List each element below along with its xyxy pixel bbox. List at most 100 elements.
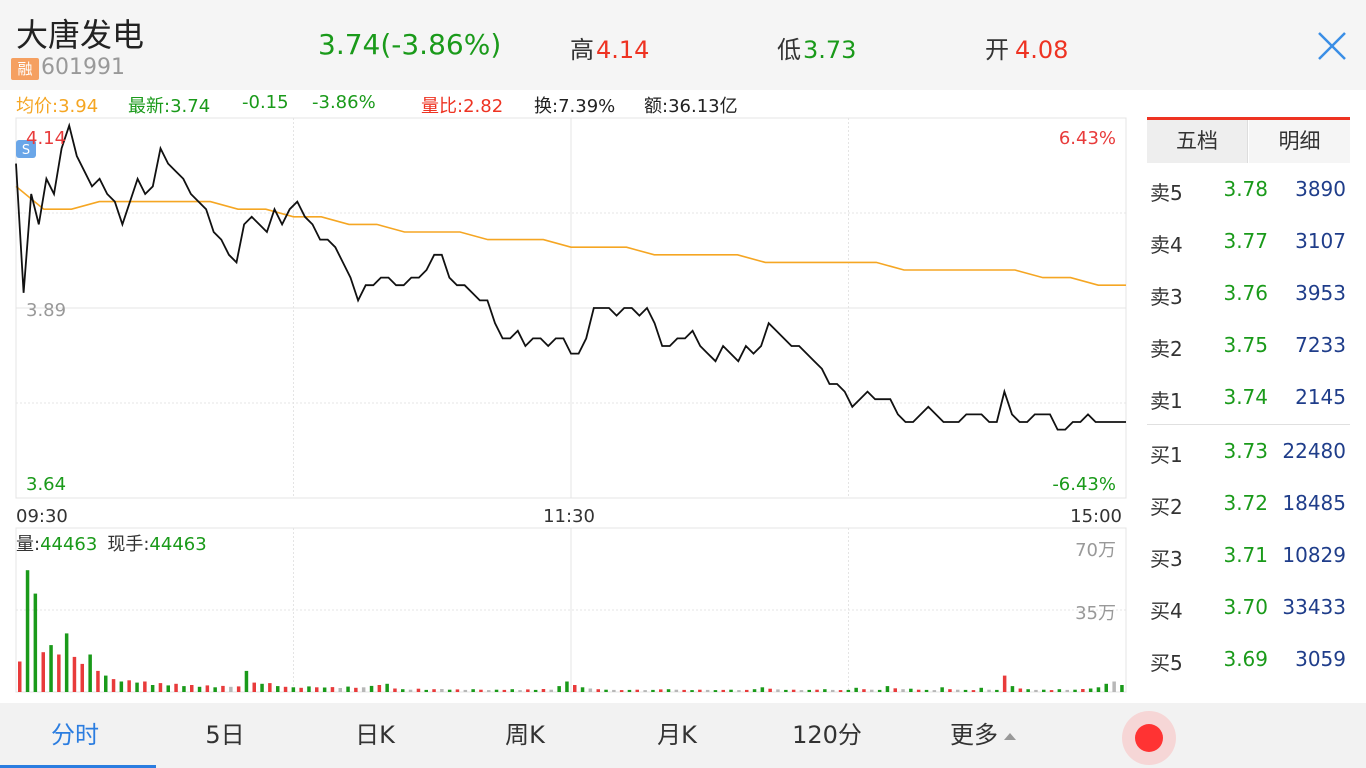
volume-bar: [698, 689, 702, 692]
bid-label: 买1: [1150, 443, 1183, 467]
volume-bar: [1057, 689, 1062, 692]
volume-bar: [1002, 675, 1007, 692]
tab-trade-details[interactable]: 明细: [1249, 120, 1350, 163]
volume-bar: [987, 689, 991, 692]
turnover-value: 7.39%: [558, 96, 616, 117]
volume-bar: [831, 689, 835, 692]
low-value: 3.73: [803, 36, 857, 64]
ask-label: 卖3: [1150, 285, 1183, 309]
volume-bar: [596, 689, 600, 692]
ask-price: 3.77: [1223, 229, 1268, 253]
volume-bar: [479, 689, 483, 692]
trade-amount: 额:36.13亿: [644, 92, 738, 118]
volume-bar: [119, 681, 124, 692]
price-value: 3.74: [318, 28, 381, 61]
volume-bar: [197, 686, 202, 692]
tab-intraday[interactable]: 分时: [51, 721, 99, 749]
high-label: 高: [570, 36, 594, 64]
bid-label: 买2: [1150, 495, 1183, 519]
volume-bar: [940, 687, 944, 692]
volume-bar: [721, 689, 725, 692]
volume-bar: [346, 686, 350, 692]
bid-row-2[interactable]: 买2 3.72 18485: [1150, 491, 1350, 527]
price-low-label: 3.64: [26, 474, 66, 495]
volume-bar: [956, 689, 960, 692]
volume-bar: [659, 689, 663, 692]
volume-bar: [1088, 688, 1093, 692]
volume-bar: [150, 685, 155, 692]
ask-row-5[interactable]: 卖5 3.78 3890: [1150, 177, 1350, 213]
volume-bar: [33, 593, 38, 692]
volume-bar: [440, 689, 444, 692]
tab-five-levels[interactable]: 五档: [1147, 120, 1248, 163]
volume-bar: [1034, 689, 1038, 692]
ask-label: 卖5: [1150, 181, 1183, 205]
volume-bar: [791, 689, 796, 692]
volume-bar: [307, 686, 311, 692]
ask-row-2[interactable]: 卖2 3.75 7233: [1150, 333, 1350, 369]
volume-bar: [487, 690, 491, 692]
tab-five-day[interactable]: 5日: [205, 721, 245, 749]
volume-bar: [541, 689, 546, 692]
volume-bar: [244, 670, 249, 692]
volume-bar: [41, 652, 45, 692]
volume-bar: [838, 690, 843, 692]
intraday-chart[interactable]: S 4.14 3.89 3.64 6.43% -6.43% 09:30 11:3…: [0, 116, 1140, 696]
ask-volume: 3890: [1295, 177, 1346, 201]
s-marker-icon[interactable]: S: [16, 140, 36, 158]
volume-bar: [737, 690, 741, 692]
volume-bar: [190, 685, 194, 692]
ask-row-4[interactable]: 卖4 3.77 3107: [1150, 229, 1350, 265]
volume-bar: [127, 680, 131, 692]
amount-label: 额:: [644, 96, 669, 117]
tab-daily-k[interactable]: 日K: [355, 721, 395, 749]
volume-ratio: 量比:2.82: [421, 96, 504, 117]
volume-bar: [229, 686, 233, 692]
volume-axis-mid: 35万: [1075, 603, 1116, 624]
order-book-divider: [1147, 424, 1350, 425]
ask-volume: 7233: [1295, 333, 1346, 357]
order-book-tabs: 五档 明细: [1147, 117, 1350, 163]
volume-bar: [651, 689, 655, 692]
current-hand-label: 现手:: [107, 534, 149, 555]
volume-bar: [416, 688, 421, 692]
svg-text:S: S: [22, 143, 30, 158]
volume-bar: [268, 683, 272, 692]
volume-bar: [322, 687, 327, 692]
stock-header: 大唐发电 融 601991 3.74(-3.86%) 高4.14 低3.73 开…: [0, 0, 1366, 90]
bid-row-3[interactable]: 买3 3.71 10829: [1150, 543, 1350, 579]
bid-volume: 18485: [1282, 491, 1346, 515]
bid-price: 3.69: [1223, 647, 1268, 671]
stock-name: 大唐发电: [16, 16, 145, 54]
volume-bar: [72, 656, 77, 692]
low-label: 低: [777, 36, 801, 64]
tab-monthly-k[interactable]: 月K: [657, 721, 697, 749]
volume-bar: [1010, 686, 1015, 692]
volume-bar: [995, 689, 999, 692]
ask-row-1[interactable]: 卖1 3.74 2145: [1150, 385, 1350, 421]
tab-weekly-k[interactable]: 周K: [505, 721, 545, 749]
volume-bar: [846, 689, 851, 692]
close-button[interactable]: [1312, 26, 1352, 66]
volume-bar: [948, 689, 952, 692]
ask-row-3[interactable]: 卖3 3.76 3953: [1150, 281, 1350, 317]
ask-label: 卖4: [1150, 233, 1183, 257]
tab-120-minute[interactable]: 120分: [792, 721, 862, 749]
volume-bar: [1096, 687, 1101, 692]
volume-bar: [877, 689, 882, 692]
bid-row-4[interactable]: 买4 3.70 33433: [1150, 595, 1350, 631]
volume-bar: [64, 633, 69, 692]
low-stat: 低3.73: [777, 30, 856, 65]
ask-price: 3.76: [1223, 281, 1268, 305]
volume-bar: [1081, 689, 1085, 692]
ask-label: 卖1: [1150, 389, 1183, 413]
volume-bar: [643, 690, 647, 692]
record-button[interactable]: [1122, 711, 1176, 765]
more-menu-button[interactable]: 更多: [908, 703, 1058, 768]
price-high-label: 4.14: [26, 128, 66, 149]
volume-bar: [745, 689, 749, 692]
bid-row-5[interactable]: 买5 3.69 3059: [1150, 647, 1350, 683]
bid-row-1[interactable]: 买1 3.73 22480: [1150, 439, 1350, 475]
volume-bar: [870, 689, 874, 692]
margin-trading-badge: 融: [11, 58, 39, 80]
